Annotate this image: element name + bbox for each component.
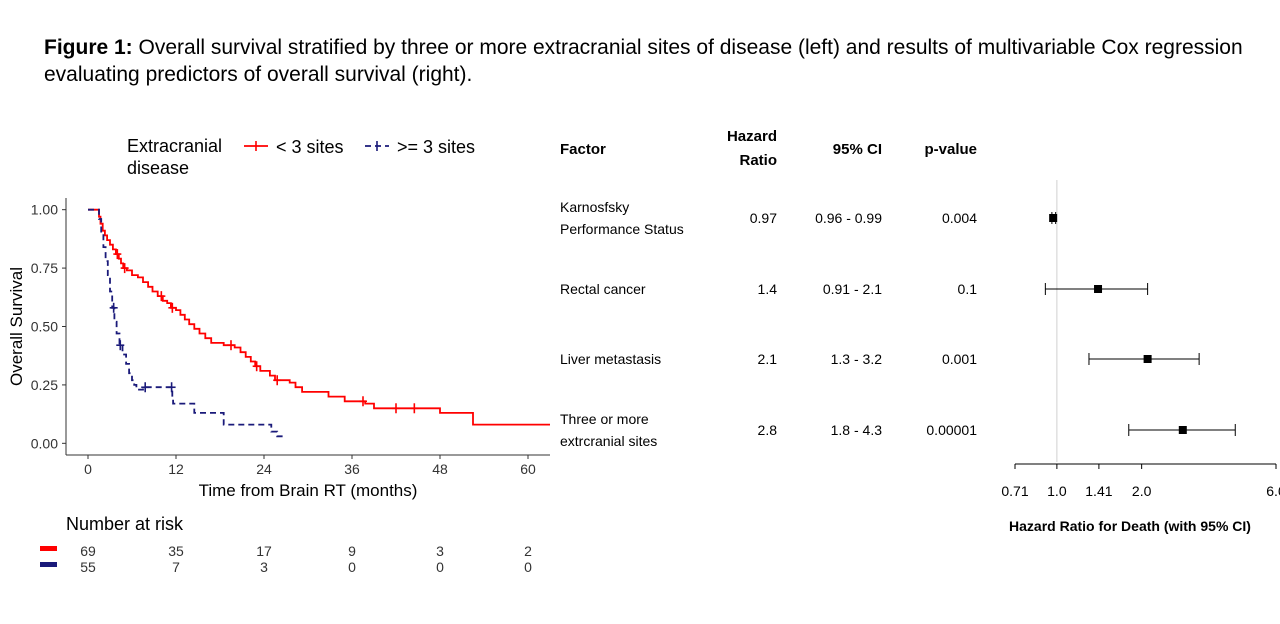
ci-value: 0.96 - 0.99 <box>815 210 882 226</box>
km-x-axis-label: Time from Brain RT (months) <box>199 481 418 500</box>
km-x-tick-label: 60 <box>520 461 536 477</box>
legend-title-line2: disease <box>127 158 189 178</box>
hr-point <box>1178 426 1187 434</box>
ci-value: 1.8 - 4.3 <box>831 422 883 438</box>
km-x-tick-label: 36 <box>344 461 360 477</box>
hr-point <box>1049 214 1058 222</box>
factor-label: Karnosfsky <box>560 199 629 215</box>
p-value: 0.004 <box>942 210 977 226</box>
km-y-tick-label: 0.00 <box>31 435 58 451</box>
caption-text: Overall survival stratified by three or … <box>44 36 1243 86</box>
p-value: 0.001 <box>942 351 977 367</box>
risk-value: 0 <box>524 559 532 575</box>
factor-label: Performance Status <box>560 221 684 237</box>
risk-row-swatch <box>40 562 57 567</box>
km-x-tick-label: 12 <box>168 461 184 477</box>
risk-value: 9 <box>348 543 356 559</box>
header-hr: Ratio <box>740 152 778 169</box>
forest-x-tick-label: 2.0 <box>1132 483 1152 499</box>
header-ci: 95% CI <box>833 141 882 158</box>
risk-value: 7 <box>172 559 180 575</box>
km-y-axis-label: Overall Survival <box>7 267 26 386</box>
figure-caption: Figure 1: Overall survival stratified by… <box>44 34 1244 88</box>
km-chart: 0.00 0.25 0.50 0.75 1.00 0 12 24 36 48 60 Time from… <box>7 198 550 500</box>
km-censor-mark <box>392 403 400 414</box>
risk-value: 0 <box>348 559 356 575</box>
risk-value: 3 <box>436 543 444 559</box>
risk-value: 35 <box>168 543 184 559</box>
km-censor-mark <box>252 361 261 372</box>
factor-label: Three or more <box>560 411 649 427</box>
km-censor-mark <box>273 375 282 386</box>
legend-label: < 3 sites <box>276 137 344 157</box>
km-censor-mark <box>113 249 122 260</box>
km-x-tick-label: 24 <box>256 461 272 477</box>
risk-value: 55 <box>80 559 96 575</box>
hr-value: 0.97 <box>750 210 777 226</box>
km-series-line-ge3 <box>88 208 285 438</box>
ci-value: 0.91 - 2.1 <box>823 281 882 297</box>
km-censor-mark <box>168 302 177 313</box>
risk-table-title: Number at risk <box>66 514 184 534</box>
risk-row-swatch <box>40 546 57 551</box>
forest-x-tick-label: 6.0 <box>1266 483 1280 499</box>
km-censor-mark <box>167 382 176 393</box>
risk-value: 69 <box>80 543 96 559</box>
km-series-line-lt3 <box>88 208 550 426</box>
header-p: p-value <box>924 141 977 158</box>
km-censor-mark <box>141 382 150 393</box>
risk-value: 0 <box>436 559 444 575</box>
risk-value: 17 <box>256 543 272 559</box>
km-censor-mark <box>116 340 125 351</box>
hr-point <box>1143 355 1152 363</box>
legend-key <box>365 141 389 151</box>
p-value: 0.1 <box>958 281 978 297</box>
km-censor-mark <box>359 396 367 407</box>
hr-value: 2.1 <box>758 351 778 367</box>
forest-x-tick-label: 1.0 <box>1047 483 1067 499</box>
risk-value: 3 <box>260 559 268 575</box>
legend-key <box>244 141 268 151</box>
hr-point <box>1094 285 1103 293</box>
legend-title-line1: Extracranial <box>127 136 222 156</box>
hr-value: 1.4 <box>758 281 778 297</box>
risk-value: 2 <box>524 543 532 559</box>
forest-x-axis-label: Hazard Ratio for Death (with 95% CI) <box>1009 518 1251 534</box>
header-factor: Factor <box>560 141 606 158</box>
km-x-tick-label: 48 <box>432 461 448 477</box>
factor-label: Liver metastasis <box>560 351 661 367</box>
factor-label: extrcranial sites <box>560 433 657 449</box>
km-y-tick-label: 1.00 <box>31 202 58 218</box>
hr-value: 2.8 <box>758 422 778 438</box>
factor-label: Rectal cancer <box>560 281 646 297</box>
forest-table: Factor Hazard Ratio 95% CI p-value Karnosfsky… <box>560 128 1280 534</box>
km-censor-mark <box>157 291 166 302</box>
forest-x-tick-label: 1.41 <box>1085 483 1112 499</box>
km-y-tick-label: 0.75 <box>31 260 58 276</box>
km-censor-mark <box>227 340 235 351</box>
km-y-tick-label: 0.50 <box>31 319 58 335</box>
p-value: 0.00001 <box>926 422 977 438</box>
km-y-tick-label: 0.25 <box>31 377 58 393</box>
ci-value: 1.3 - 3.2 <box>831 351 883 367</box>
header-hr: Hazard <box>727 128 777 145</box>
caption-label: Figure 1: <box>44 36 133 59</box>
km-x-tick-label: 0 <box>84 461 92 477</box>
legend-label: >= 3 sites <box>397 137 475 157</box>
forest-x-tick-label: 0.71 <box>1001 483 1028 499</box>
km-censor-mark <box>109 302 118 313</box>
km-censor-mark <box>120 263 129 274</box>
km-censor-mark <box>410 403 419 414</box>
